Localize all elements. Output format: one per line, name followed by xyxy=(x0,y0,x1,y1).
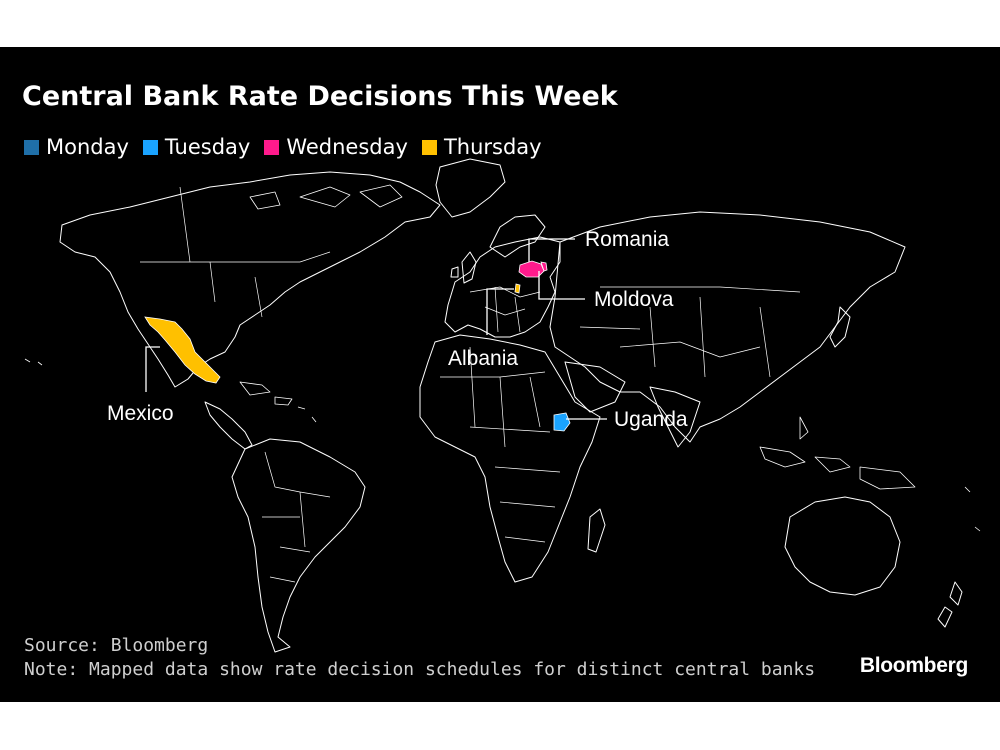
note-text: Note: Mapped data show rate decision sch… xyxy=(24,659,816,680)
legend-label-monday: Monday xyxy=(46,135,129,159)
moldova-label: Moldova xyxy=(594,288,674,311)
madagascar-outline xyxy=(587,508,606,553)
uk-ireland-outline xyxy=(450,251,477,284)
albania-label: Albania xyxy=(448,347,518,370)
source-text: Source: Bloomberg xyxy=(24,635,209,656)
legend-swatch-monday xyxy=(24,139,39,155)
legend-item-wednesday: Wednesday xyxy=(264,135,408,159)
north-america-borders xyxy=(140,186,331,318)
africa-outline xyxy=(419,334,601,583)
southeast-asia-islands xyxy=(759,416,916,490)
new-zealand-outline xyxy=(937,581,963,628)
small-islands xyxy=(24,358,981,532)
japan-outline xyxy=(829,306,851,348)
legend-swatch-wednesday xyxy=(264,139,280,155)
moldova-leader-line xyxy=(538,271,585,300)
scandinavia-outline xyxy=(489,214,546,258)
uganda-highlight[interactable] xyxy=(553,412,571,432)
north-america-outline xyxy=(59,171,441,388)
south-america-borders xyxy=(262,451,331,583)
legend-swatch-thursday xyxy=(421,139,437,155)
australia-outline xyxy=(784,496,901,596)
europe-outline xyxy=(444,236,561,338)
asia-outline xyxy=(549,211,906,443)
legend-label-thursday: Thursday xyxy=(443,135,542,159)
europe-borders xyxy=(469,286,541,333)
mexico-highlight[interactable] xyxy=(144,316,221,384)
arctic-islands xyxy=(249,184,403,210)
legend-label-tuesday: Tuesday xyxy=(164,135,251,159)
legend-label-wednesday: Wednesday xyxy=(286,135,408,159)
uganda-label: Uganda xyxy=(614,408,688,431)
africa-borders xyxy=(440,346,561,543)
legend-item-thursday: Thursday xyxy=(421,135,542,159)
south-america-outline xyxy=(231,438,366,653)
legend-item-tuesday: Tuesday xyxy=(142,135,251,159)
albania-highlight[interactable] xyxy=(514,283,521,294)
romania-label: Romania xyxy=(585,228,669,251)
asia-borders xyxy=(579,286,801,378)
mexico-leader-line xyxy=(145,346,160,392)
chart-panel: Romania Moldova Albania Mexico Uganda Ce… xyxy=(0,47,1000,702)
arabian-peninsula-outline xyxy=(564,361,626,413)
legend: Monday Tuesday Wednesday Thursday xyxy=(24,135,556,159)
greenland-outline xyxy=(435,158,506,218)
world-map: Romania Moldova Albania Mexico Uganda xyxy=(24,158,981,653)
legend-swatch-tuesday xyxy=(142,139,158,155)
legend-item-monday: Monday xyxy=(24,135,129,159)
romania-leader-line xyxy=(528,238,575,262)
moldova-highlight[interactable] xyxy=(540,261,548,272)
albania-leader-line xyxy=(486,288,514,335)
bloomberg-logo: Bloomberg xyxy=(859,654,968,677)
india-outline xyxy=(649,386,701,448)
romania-highlight[interactable] xyxy=(518,260,545,278)
mexico-label: Mexico xyxy=(107,402,174,425)
chart-title: Central Bank Rate Decisions This Week xyxy=(22,81,618,112)
caribbean-islands xyxy=(239,381,317,423)
central-america-outline xyxy=(204,401,253,450)
